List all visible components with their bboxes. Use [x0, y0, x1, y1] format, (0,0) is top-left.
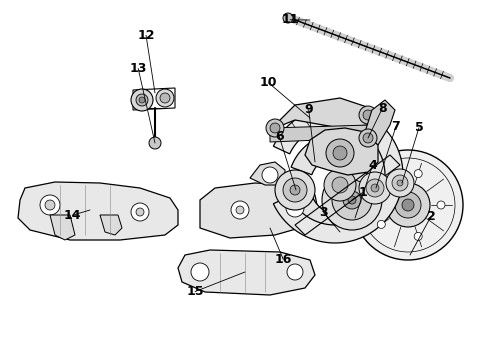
Circle shape [333, 146, 347, 160]
Circle shape [275, 170, 315, 210]
Circle shape [290, 185, 300, 195]
Circle shape [45, 200, 55, 210]
Circle shape [191, 263, 209, 281]
Text: 11: 11 [281, 13, 299, 26]
Text: 4: 4 [368, 159, 377, 172]
Circle shape [136, 94, 148, 106]
Polygon shape [270, 125, 370, 142]
Circle shape [437, 201, 445, 209]
Text: 7: 7 [392, 120, 400, 133]
Polygon shape [18, 182, 178, 240]
Polygon shape [365, 100, 395, 145]
Circle shape [363, 110, 373, 120]
Polygon shape [273, 107, 403, 243]
Circle shape [270, 123, 280, 133]
Circle shape [402, 199, 414, 211]
Text: 8: 8 [378, 102, 387, 115]
Circle shape [377, 220, 385, 228]
Circle shape [392, 175, 408, 191]
Circle shape [363, 133, 373, 143]
Circle shape [287, 264, 303, 280]
Text: 1: 1 [358, 186, 367, 199]
Circle shape [262, 167, 278, 183]
Circle shape [231, 201, 249, 219]
Polygon shape [291, 133, 392, 237]
Circle shape [332, 180, 372, 220]
Circle shape [160, 93, 170, 103]
Circle shape [377, 181, 385, 190]
Polygon shape [100, 215, 122, 235]
Circle shape [326, 139, 354, 167]
Circle shape [149, 137, 161, 149]
Circle shape [40, 195, 60, 215]
Polygon shape [200, 183, 318, 238]
Text: 13: 13 [129, 62, 147, 75]
Circle shape [386, 183, 430, 227]
Text: 6: 6 [275, 130, 284, 143]
Polygon shape [305, 128, 378, 175]
Circle shape [395, 192, 421, 218]
Polygon shape [178, 250, 315, 295]
Circle shape [136, 208, 144, 216]
Circle shape [324, 169, 356, 201]
Circle shape [359, 129, 377, 147]
Circle shape [366, 179, 384, 197]
Circle shape [343, 191, 361, 209]
Polygon shape [50, 215, 75, 240]
Text: 16: 16 [274, 253, 292, 266]
Circle shape [266, 119, 284, 137]
Circle shape [397, 180, 403, 186]
Circle shape [156, 89, 174, 107]
Text: 9: 9 [304, 103, 313, 116]
Circle shape [131, 203, 149, 221]
Text: 10: 10 [260, 76, 277, 89]
Circle shape [414, 233, 422, 240]
Text: 5: 5 [415, 121, 423, 134]
Circle shape [332, 177, 348, 193]
Text: 14: 14 [64, 209, 81, 222]
Circle shape [359, 106, 377, 124]
Circle shape [286, 199, 304, 217]
Text: 15: 15 [186, 285, 204, 298]
Circle shape [139, 97, 145, 103]
Text: 2: 2 [427, 210, 436, 222]
Polygon shape [270, 98, 370, 130]
Circle shape [386, 169, 414, 197]
Circle shape [131, 89, 153, 111]
Text: 12: 12 [137, 29, 155, 42]
Circle shape [283, 178, 307, 202]
Circle shape [359, 172, 391, 204]
Polygon shape [250, 162, 285, 185]
Circle shape [283, 13, 293, 23]
Circle shape [348, 196, 356, 204]
Circle shape [353, 150, 463, 260]
Circle shape [322, 170, 382, 230]
Circle shape [236, 206, 244, 214]
Circle shape [414, 170, 422, 177]
Text: 3: 3 [319, 206, 328, 219]
Circle shape [371, 184, 379, 192]
